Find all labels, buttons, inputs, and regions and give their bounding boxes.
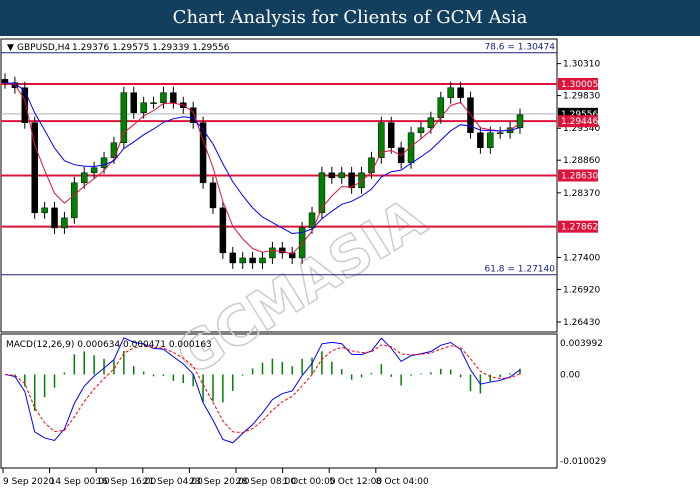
fib-label: 61.8 = 1.27140 <box>484 265 555 275</box>
candle <box>457 87 464 98</box>
candle <box>31 122 38 214</box>
time-tick-label: 23 Sep 20:00 <box>189 477 249 487</box>
candle <box>427 117 435 129</box>
candle <box>477 132 484 148</box>
signal-line <box>4 344 521 434</box>
main-panel <box>0 38 558 333</box>
price-tick-label: 1.26430 <box>563 318 600 328</box>
time-tick-label: 14 Sep 00:00 <box>50 477 110 487</box>
candle <box>61 217 68 229</box>
candle <box>378 122 385 159</box>
candle <box>229 252 237 264</box>
macd-line <box>4 337 521 444</box>
candle <box>90 167 98 174</box>
candle <box>150 102 157 104</box>
candle <box>358 172 365 189</box>
candle <box>189 107 197 123</box>
level-badge <box>558 77 598 90</box>
candle <box>249 257 256 264</box>
candle <box>516 114 524 129</box>
candle <box>269 247 276 259</box>
candle <box>140 102 147 113</box>
level-label: 1.27862 <box>561 223 598 233</box>
time-tick-label: 16 Sep 16:00 <box>96 477 156 487</box>
price-tick-label: 1.28860 <box>563 156 600 166</box>
macd-tick-label: -0.010029 <box>560 457 606 467</box>
candle <box>318 172 326 214</box>
time-tick-label: 5 Oct 12:00 <box>329 477 382 487</box>
candle <box>51 207 58 229</box>
candle <box>496 132 504 135</box>
price-tick-label: 1.26920 <box>563 285 600 295</box>
macd-header: MACD(12,26,9) 0.000634 0.000471 0.000163 <box>6 340 212 350</box>
candle <box>288 252 296 259</box>
page-title: Chart Analysis for Clients of GCM Asia <box>0 0 700 36</box>
price-tick-label: 1.30310 <box>563 60 600 70</box>
time-tick-label: 8 Oct 04:00 <box>376 477 429 487</box>
candle <box>160 92 167 103</box>
candle <box>239 257 246 264</box>
level-badge <box>558 169 598 182</box>
level-badge <box>558 115 598 128</box>
price-tick-label: 1.29340 <box>563 124 600 134</box>
level-label: 1.30005 <box>561 80 598 90</box>
candle <box>368 157 375 174</box>
candle <box>388 122 395 148</box>
candle <box>1 79 9 83</box>
candle <box>447 87 454 98</box>
candle <box>308 212 316 229</box>
candle <box>219 207 227 254</box>
candle <box>259 257 266 264</box>
price-chart[interactable]: GCMASIA 1.303101.298301.293401.288601.28… <box>0 36 700 500</box>
level-label: 1.28630 <box>561 172 598 182</box>
time-tick-label: 1 Oct 00:00 <box>283 477 336 487</box>
level-badge <box>558 220 598 233</box>
candle <box>41 207 48 214</box>
price-tick-label: 1.27400 <box>563 253 600 263</box>
current-price-label: 1.29556 <box>561 110 598 120</box>
candle <box>199 122 207 184</box>
candle <box>417 127 425 134</box>
candle <box>120 92 128 143</box>
candle <box>170 92 177 103</box>
ma-fast-line <box>4 82 521 255</box>
candle <box>348 172 355 189</box>
candle <box>130 92 137 113</box>
candle <box>100 157 108 169</box>
candle <box>21 87 29 123</box>
candle <box>209 182 217 209</box>
candle <box>71 182 78 219</box>
fib-label: 78.6 = 1.30474 <box>484 43 555 53</box>
candle <box>338 172 345 179</box>
candle <box>487 132 494 148</box>
time-tick-label: 28 Sep 08:00 <box>236 477 296 487</box>
time-tick-label: 9 Sep 2020 <box>3 477 55 487</box>
macd-tick-label: 0.003992 <box>560 339 603 349</box>
symbol-arrow-icon[interactable]: ▼ <box>7 43 14 53</box>
candle <box>80 172 88 184</box>
candle <box>279 247 286 254</box>
time-tick-label: 21 Sep 04:00 <box>143 477 203 487</box>
macd-tick-label: 0.00 <box>560 370 580 380</box>
ohlc-values: 1.29376 1.29575 1.29339 1.29556 <box>72 43 230 53</box>
symbol-header: GBPUSD,H4 <box>17 43 70 53</box>
current-price-badge <box>558 107 598 119</box>
candle <box>110 142 118 159</box>
candle <box>328 172 336 179</box>
level-label: 1.29446 <box>561 117 598 127</box>
price-tick-label: 1.29830 <box>563 92 600 102</box>
ma-slow-line <box>4 82 521 235</box>
price-tick-label: 1.28370 <box>563 189 600 199</box>
